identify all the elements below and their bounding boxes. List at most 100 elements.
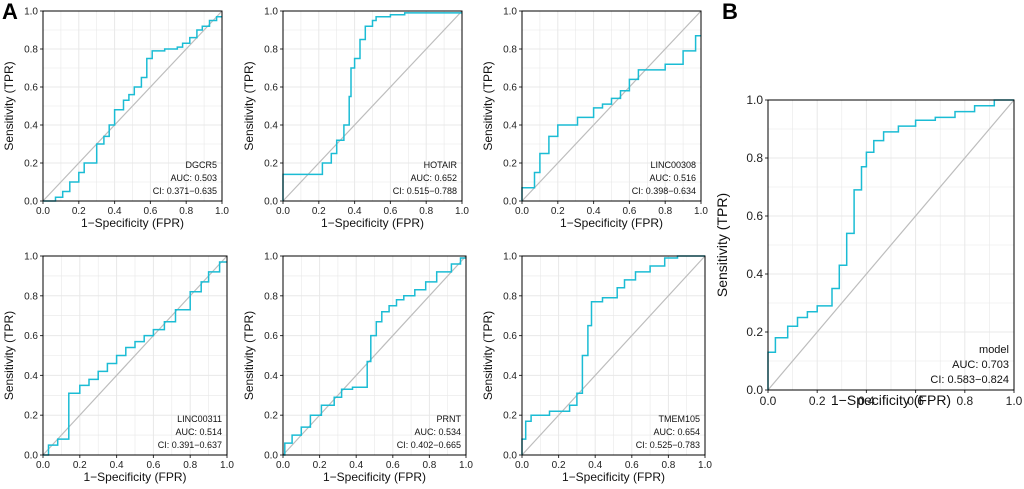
y-tick-label: 0.0	[24, 451, 38, 462]
y-axis-label: Sensitivity (TPR)	[2, 61, 16, 150]
y-tick-label: 0.2	[264, 159, 278, 170]
y-tick-label: 0.6	[264, 83, 278, 94]
x-tick-label: 0.0	[276, 206, 290, 217]
roc-curve-line	[521, 255, 705, 455]
x-tick-label: 0.2	[313, 460, 327, 471]
y-tick-label: 0.4	[503, 371, 517, 382]
x-tick-label: 1.0	[215, 206, 229, 217]
y-tick-label: 0.0	[503, 197, 517, 208]
reference-diagonal-line	[521, 10, 702, 202]
x-axis-label: 1−Specificity (FPR)	[323, 470, 426, 484]
roc-curve-line	[283, 257, 466, 456]
x-tick-label: 0.2	[809, 394, 826, 408]
y-tick-label: 0.4	[264, 371, 278, 382]
reference-diagonal-line	[282, 255, 467, 456]
reference-diagonal-line	[42, 10, 223, 202]
x-tick-label: 0.0	[515, 460, 529, 471]
x-tick-label: 1.0	[455, 206, 469, 217]
legend-auc-text: AUC: 0.703	[952, 359, 1009, 371]
y-tick-label: 0.2	[746, 325, 763, 339]
y-tick-label: 0.2	[24, 411, 38, 422]
y-tick-label: 0.4	[746, 267, 763, 281]
x-tick-label: 1.0	[698, 460, 712, 471]
x-tick-label: 1.0	[694, 206, 708, 217]
y-tick-label: 1.0	[24, 252, 38, 263]
roc-curve-line	[282, 12, 462, 201]
x-tick-label: 0.8	[422, 460, 436, 471]
legend-name-text: DGCR5	[185, 160, 217, 170]
panel-label-b: B	[722, 0, 738, 24]
y-tick-label: 0.6	[264, 331, 278, 342]
plot-frame	[521, 10, 702, 202]
x-tick-label: 0.0	[276, 460, 290, 471]
legend-auc-text: AUC: 0.654	[653, 427, 700, 437]
reference-diagonal-line	[42, 255, 228, 456]
x-tick-label: 0.4	[108, 206, 122, 217]
x-tick-label: 0.2	[72, 206, 86, 217]
y-tick-label: 0.4	[503, 121, 517, 132]
legend-ci-text: CI: 0.391−0.637	[158, 440, 222, 450]
y-tick-label: 0.6	[24, 331, 38, 342]
plot-frame	[282, 10, 463, 202]
y-tick-label: 1.0	[264, 7, 278, 18]
x-tick-label: 0.0	[36, 460, 50, 471]
y-axis-label: Sensitivity (TPR)	[714, 193, 730, 297]
x-tick-label: 0.6	[386, 460, 400, 471]
y-tick-label: 0.4	[24, 371, 38, 382]
x-tick-label: 0.8	[956, 394, 973, 408]
plot-frame	[521, 255, 706, 456]
x-tick-label: 0.6	[907, 394, 924, 408]
legend-ci-text: CI: 0.398−0.634	[632, 186, 696, 196]
y-tick-label: 1.0	[264, 252, 278, 263]
x-axis-label: 1−Specificity (FPR)	[81, 216, 184, 230]
y-tick-label: 0.2	[503, 411, 517, 422]
plot-frame	[42, 255, 228, 456]
roc-panel-2: 0.0 0.2 0.4 0.6 0.8 1.0 0.0 0.2 0.4 0.6 0.8 1.0 1−Sp…	[242, 7, 469, 231]
y-tick-label: 0.6	[503, 83, 517, 94]
x-tick-label: 0.0	[36, 206, 50, 217]
plot-frame	[282, 255, 467, 456]
x-tick-label: 0.4	[348, 206, 362, 217]
x-axis-label: 1−Specificity (FPR)	[831, 392, 951, 408]
x-tick-label: 0.8	[658, 206, 672, 217]
x-tick-label: 0.6	[625, 460, 639, 471]
legend-name-text: PRNT	[437, 414, 462, 424]
legend-auc-text: AUC: 0.503	[170, 173, 217, 183]
x-tick-label: 0.6	[143, 206, 157, 217]
legend-name-text: LINC00311	[177, 414, 222, 424]
y-tick-label: 1.0	[503, 7, 517, 18]
x-tick-label: 0.6	[383, 206, 397, 217]
legend-ci-text: CI: 0.402−0.665	[397, 440, 461, 450]
y-tick-label: 0.8	[746, 151, 763, 165]
x-tick-label: 1.0	[220, 460, 234, 471]
x-tick-label: 1.0	[1006, 394, 1023, 408]
x-tick-label: 0.6	[146, 460, 160, 471]
x-tick-label: 0.0	[515, 206, 529, 217]
reference-diagonal-line	[767, 99, 1015, 391]
panel-label-a: A	[2, 0, 18, 24]
y-tick-label: 0.0	[264, 451, 278, 462]
y-axis-label: Sensitivity (TPR)	[242, 311, 256, 400]
y-axis-label: Sensitivity (TPR)	[2, 311, 16, 400]
x-axis-label: 1−Specificity (FPR)	[562, 470, 665, 484]
roc-panel-3: 0.0 0.2 0.4 0.6 0.8 1.0 0.0 0.2 0.4 0.6 0.8 1.0 1−Sp…	[481, 7, 708, 231]
legend-ci-text: CI: 0.371−0.635	[153, 186, 217, 196]
legend-auc-text: AUC: 0.516	[649, 173, 696, 183]
legend-auc-text: AUC: 0.652	[410, 173, 457, 183]
y-tick-label: 0.0	[746, 383, 763, 397]
x-axis-label: 1−Specificity (FPR)	[560, 216, 663, 230]
roc-curve-line	[43, 261, 227, 456]
y-axis-label: Sensitivity (TPR)	[242, 61, 256, 150]
roc-panel-6: 0.0 0.2 0.4 0.6 0.8 1.0 0.0 0.2 0.4 0.6 0.8 1.0 1−Sp…	[481, 252, 712, 485]
y-tick-label: 0.8	[264, 291, 278, 302]
x-tick-label: 0.8	[179, 206, 193, 217]
roc-panel-4: 0.0 0.2 0.4 0.6 0.8 1.0 0.0 0.2 0.4 0.6 0.8 1.0 1−Sp…	[2, 252, 234, 485]
legend-ci-text: CI: 0.583−0.824	[930, 374, 1009, 386]
roc-curve-line	[43, 15, 222, 202]
legend-ci-text: CI: 0.515−0.788	[393, 186, 457, 196]
x-tick-label: 1.0	[459, 460, 473, 471]
x-tick-label: 0.0	[760, 394, 777, 408]
x-tick-label: 0.4	[110, 460, 124, 471]
roc-curve-line	[521, 34, 701, 201]
